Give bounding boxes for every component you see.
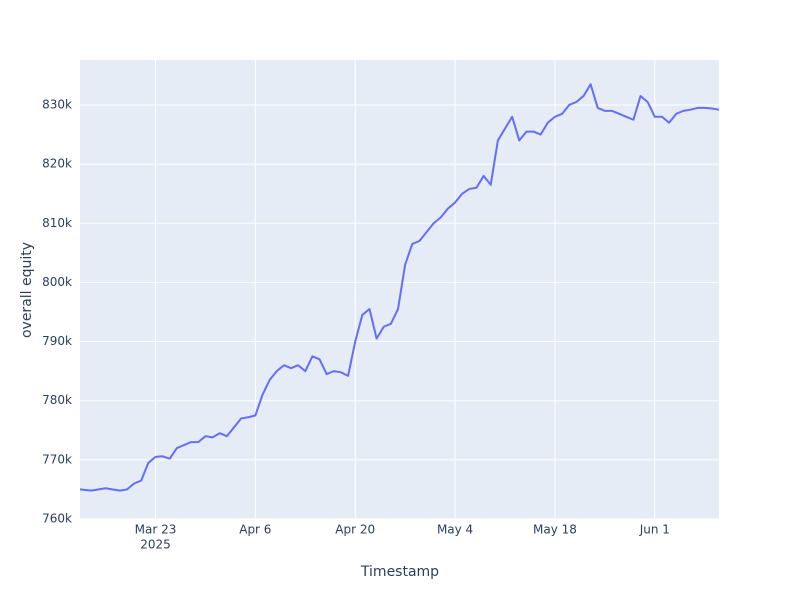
x-axis-title: Timestamp <box>360 564 439 580</box>
line <box>79 83 720 492</box>
y-tick-label: 820k <box>42 157 72 171</box>
x-year-label: 2025 <box>140 538 171 552</box>
y-tick-label: 810k <box>42 216 72 230</box>
x-tick-label: Jun 1 <box>639 523 670 537</box>
x-tick-label: May 4 <box>437 523 473 537</box>
plot-area <box>80 60 719 519</box>
y-tick-label: 790k <box>42 334 72 348</box>
y-tick-label: 830k <box>42 97 72 111</box>
x-tick-label: Apr 20 <box>335 523 375 537</box>
grid <box>80 60 719 520</box>
y-axis-title: overall equity <box>19 242 35 338</box>
x-tick-label: May 18 <box>533 523 577 537</box>
y-tick-label: 760k <box>42 512 72 526</box>
y-tick-label: 780k <box>42 393 72 407</box>
x-tick-label: Mar 23 <box>135 523 177 537</box>
x-tick-label: Apr 6 <box>239 523 271 537</box>
y-tick-label: 770k <box>42 452 72 466</box>
y-tick-label: 800k <box>42 275 72 289</box>
